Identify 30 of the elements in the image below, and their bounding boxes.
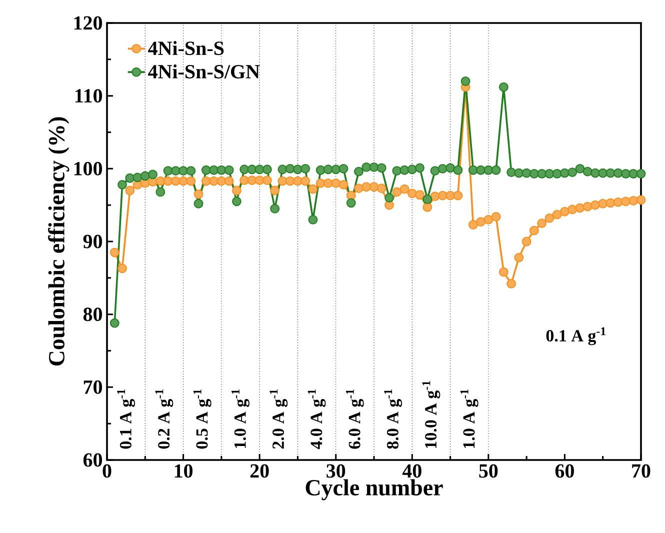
annotation: 8.0 A g$^{-1}$ (384, 390, 402, 449)
annotation: 10.0 A g$^{-1}$ (422, 381, 440, 448)
y-tick-label: 100 (74, 162, 102, 176)
annotation: 2.0 A g$^{-1}$ (270, 390, 288, 449)
x-tick-label: 0 (102, 464, 112, 478)
annotation: 6.0 A g$^{-1}$ (346, 390, 364, 449)
y-axis-title: Coulombic efficiency (%) (48, 117, 70, 366)
annotation: 0.1 A g$^{-1}$ (117, 390, 136, 449)
legend-label: 4Ni-Sn-S (148, 41, 224, 56)
x-axis-title: Cycle number (306, 479, 443, 500)
y-tick-label: 120 (74, 16, 102, 30)
y-tick-label: 70 (84, 380, 102, 394)
x-tick-label: 70 (632, 464, 650, 478)
annotation: 1.0 A g$^{-1}$ (232, 390, 250, 448)
x-tick-label: 30 (326, 464, 346, 478)
x-tick-label: 20 (250, 464, 269, 478)
x-tick-label: 10 (174, 464, 193, 478)
annotation: 0.2 A g$^{-1}$ (155, 390, 174, 449)
x-tick-label: 40 (402, 464, 422, 478)
y-tick-label: 80 (83, 308, 102, 322)
y-tick-label: 60 (83, 453, 102, 467)
y-tick-label: 110 (75, 89, 102, 103)
x-tick-label: 60 (555, 464, 574, 478)
annotation: 0.1 A g$^{-1}$ (546, 327, 606, 346)
annotation: 1.0 A g$^{-1}$ (460, 390, 478, 448)
x-tick-label: 50 (479, 464, 498, 478)
annotation: 0.5 A g$^{-1}$ (193, 390, 212, 449)
y-tick-label: 90 (83, 234, 102, 248)
annotation: 4.0 A g$^{-1}$ (308, 390, 326, 450)
legend-label: 4Ni-Sn-S/GN (148, 64, 260, 78)
